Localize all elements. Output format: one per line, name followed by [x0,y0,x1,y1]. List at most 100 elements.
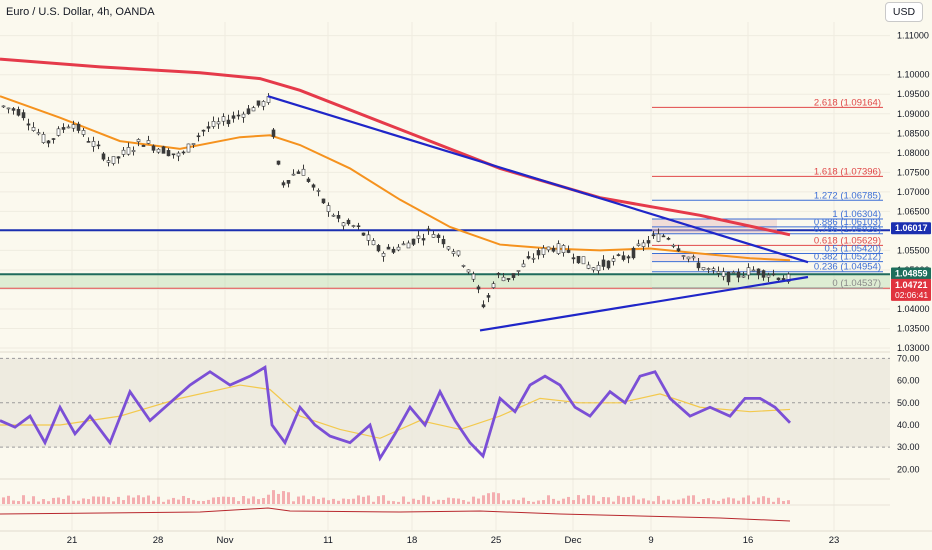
candle-body [326,205,331,212]
volume-bar [337,500,340,504]
candle-body [331,214,336,217]
candle-body [371,240,376,246]
candle-body [651,234,656,237]
volume-bar [612,501,615,504]
fib-level-label: 0.886 (1.06103) [814,217,881,228]
price-tick-label: 1.10000 [897,70,930,80]
volume-bar [687,495,690,504]
volume-bar [142,497,145,504]
time-axis[interactable]: 21 28 Nov 11 18 25 Dec 9 16 23 [0,530,932,546]
candle-body [746,267,751,276]
fib-level-label: 0.382 (1.05212) [814,252,881,263]
price-tick-label: 1.03000 [897,343,930,353]
candle-body [641,242,646,247]
volume-bar [402,496,405,504]
candle-body [761,270,766,278]
price-tick-label: 1.07500 [897,167,930,177]
candle-body [291,173,296,176]
volume-bar [407,501,410,504]
level-price-label: 1.04859 [895,268,928,278]
candle-body [16,109,21,116]
candle-body [531,257,536,260]
trendline[interactable] [267,95,809,264]
candle-body [486,295,491,298]
volume-bar [287,492,290,504]
volume-bar [602,497,605,504]
volume-bar [412,498,415,504]
volume-bar [557,500,560,504]
candle-body [701,267,706,271]
volume-bar [452,498,455,504]
candle-body [161,146,166,154]
volume-bar [92,496,95,504]
volume-bar [197,500,200,504]
candle-body [316,190,321,192]
candle-body [511,273,516,278]
volume-bar [342,498,345,504]
candle-body [261,101,266,107]
candle-body [506,278,511,280]
resistance-price-label: 1.06017 [895,223,928,233]
volume-bar [652,501,655,504]
currency-button[interactable]: USD [885,2,923,22]
volume-bar [297,496,300,504]
candle-body [601,259,606,267]
candle-body [186,143,191,153]
candle-body [606,260,611,269]
candle-body [246,108,251,115]
volume-bar [77,500,80,504]
candle-body [106,160,111,163]
candle-body [496,272,501,275]
volume-bar [777,497,780,504]
candle-body [6,107,11,110]
volume-bar [377,496,380,504]
candle-body [201,129,206,132]
candle-body [26,123,31,126]
volume-bar [67,495,70,504]
volume-bar [252,496,255,504]
price-tick-label: 1.11000 [897,31,929,41]
candle-body [96,144,101,147]
candle-body [441,239,446,245]
rsi-tick-label: 40.00 [897,420,920,430]
fib-level-label: 1 (1.06304) [832,209,881,220]
time-tick-label: 9 [648,535,653,546]
candle-body [666,237,671,240]
volume-bar [437,499,440,504]
volume-bar [97,496,100,504]
candle-body [501,276,506,282]
volume-bar [387,500,390,504]
candle-body [456,250,461,256]
volume-bar [417,499,420,504]
candle-body [691,256,696,259]
price-axis[interactable]: 1.11000 1.10000 1.09500 1.09000 1.08500 1.080… [891,31,931,475]
volume-bar [492,492,495,504]
rsi-pane[interactable] [0,357,890,480]
volume-bar [707,498,710,504]
candle-body [776,277,781,281]
volume-bar [72,500,75,504]
candle-body [276,160,281,165]
volume-bar [462,500,465,504]
time-tick-label: 11 [323,535,333,546]
candle-body [756,268,761,276]
volume-bar [787,500,790,504]
candle-body [311,184,316,188]
candle-body [526,256,531,259]
chart-title: Euro / U.S. Dollar, 4h, OANDA [6,6,155,18]
volume-bar [397,501,400,504]
volume-bar [237,501,240,504]
volume-bar [12,500,15,504]
volume-bar [347,499,350,504]
candle-body [41,134,46,143]
volume-bar [732,498,735,504]
candle-body [156,148,161,153]
candle-body [256,100,261,106]
volume-bar [467,501,470,504]
volume-bar [607,497,610,504]
candle-body [546,246,551,251]
volume-bar [527,501,530,504]
volume-bar [427,496,430,504]
moving-average-line [0,57,791,237]
trendline[interactable] [479,275,809,332]
